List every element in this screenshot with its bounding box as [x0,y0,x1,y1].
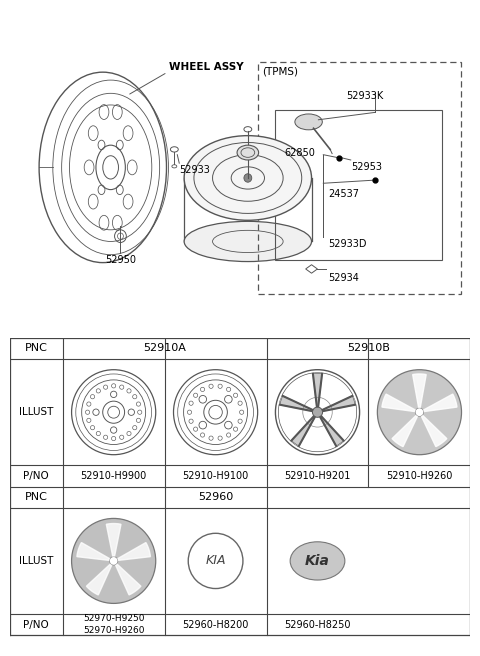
Text: 52910B: 52910B [347,344,390,354]
Text: 52960-H8250: 52960-H8250 [284,620,351,630]
Text: 52934: 52934 [328,273,359,283]
Ellipse shape [295,114,323,130]
Circle shape [415,408,424,417]
Ellipse shape [184,221,312,262]
Circle shape [72,518,156,604]
Polygon shape [116,564,141,595]
Polygon shape [424,394,457,411]
Text: ILLUST: ILLUST [19,556,53,566]
Circle shape [109,557,118,565]
Ellipse shape [290,542,345,580]
Text: 52950: 52950 [105,255,136,265]
Ellipse shape [184,136,312,220]
Text: 52910-H9900: 52910-H9900 [81,471,147,481]
Ellipse shape [213,155,283,201]
Circle shape [312,407,323,417]
Text: 52970-H9250
52970-H9260: 52970-H9250 52970-H9260 [83,614,144,635]
Polygon shape [323,396,355,411]
Polygon shape [118,543,150,560]
Text: Kia: Kia [305,554,330,568]
Text: 52910A: 52910A [143,344,186,354]
Text: 52953: 52953 [351,162,382,172]
Text: 52910-H9201: 52910-H9201 [284,471,351,481]
Text: 52910-H9260: 52910-H9260 [386,471,453,481]
Polygon shape [421,416,447,447]
Ellipse shape [213,230,283,253]
Bar [258,62,461,295]
Ellipse shape [231,167,264,189]
Text: P/NO: P/NO [23,620,49,630]
Text: (TPMS): (TPMS) [263,67,299,77]
Polygon shape [320,417,344,446]
Polygon shape [77,543,109,560]
Polygon shape [86,564,111,595]
Text: 52960: 52960 [198,492,233,502]
Text: 52933K: 52933K [346,91,383,101]
Ellipse shape [194,142,302,213]
Text: ILLUST: ILLUST [19,407,53,417]
Text: 24537: 24537 [328,188,359,199]
Text: 52960-H8200: 52960-H8200 [182,620,249,630]
Ellipse shape [237,145,259,160]
Text: WHEEL ASSY: WHEEL ASSY [169,62,244,72]
Text: KIA: KIA [205,554,226,567]
Text: PNC: PNC [24,492,48,502]
Text: 52910-H9100: 52910-H9100 [182,471,249,481]
Text: P/NO: P/NO [23,471,49,481]
Bar [276,110,442,260]
Circle shape [377,370,461,455]
Text: 52933D: 52933D [328,239,367,249]
Polygon shape [382,394,415,411]
Polygon shape [392,416,417,447]
Polygon shape [280,396,312,411]
Polygon shape [291,417,315,446]
Text: 52933: 52933 [179,165,210,175]
Text: PNC: PNC [24,344,48,354]
Polygon shape [313,373,322,406]
Polygon shape [413,374,426,407]
Text: 62850: 62850 [284,148,315,157]
Polygon shape [106,523,121,556]
Circle shape [244,174,252,182]
